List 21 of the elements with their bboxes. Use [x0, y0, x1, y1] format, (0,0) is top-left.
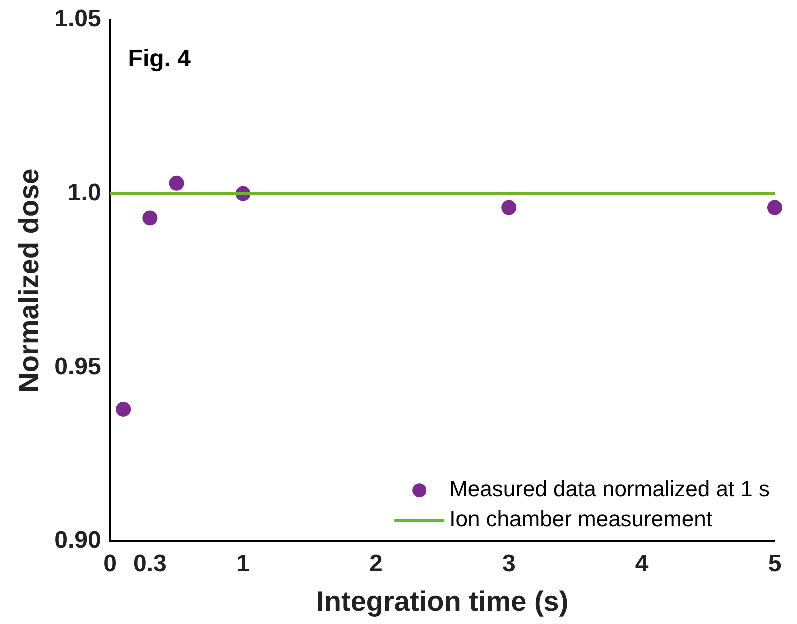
point — [502, 200, 517, 216]
x-tick-label: 1 — [236, 550, 250, 578]
annotation: Fig. 4 — [128, 46, 192, 73]
x-tick-label: 5 — [768, 550, 782, 578]
x-tick-label: 0 — [104, 550, 117, 578]
legend-label: Ion chamber measurement — [450, 506, 713, 532]
y-tick-label: 0.90 — [54, 527, 102, 554]
y-tick-label: 0.95 — [54, 353, 102, 380]
point — [142, 210, 158, 226]
y-axis-title: Normalized dose — [14, 168, 45, 393]
x-tick-label: 4 — [635, 550, 650, 578]
point — [116, 402, 132, 417]
x-tick-label: 2 — [370, 550, 383, 578]
point — [169, 176, 184, 191]
y-tick-label: 1.05 — [54, 6, 102, 33]
x-tick-label: 0.3 — [134, 550, 167, 578]
x-axis-title: Integration time (s) — [316, 586, 569, 617]
legend-label: Measured data normalized at 1 s — [450, 476, 770, 502]
point — [768, 200, 782, 216]
x-tick-label: 3 — [502, 550, 516, 578]
y-tick-label: 1.0 — [68, 179, 102, 206]
